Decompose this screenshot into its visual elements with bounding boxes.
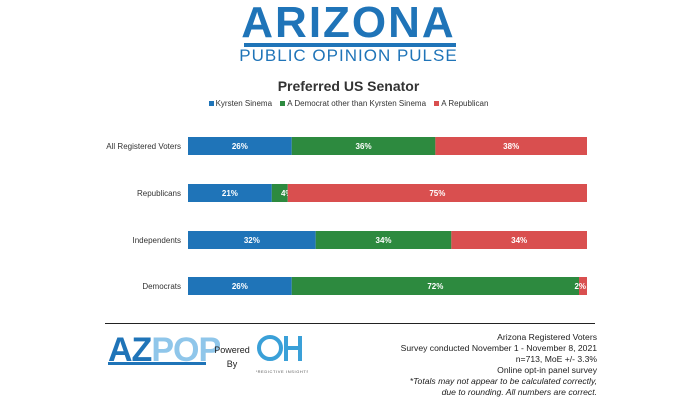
survey-line-2: Survey conducted November 1 - November 8… [401,343,597,354]
powered-line-2: By [208,357,256,371]
data-label: 34% [376,236,392,245]
survey-line-3: n=713, MoE +/- 3.3% [401,354,597,365]
oh-logo-caption: PREDICTIVE INSIGHTS [256,369,308,374]
survey-line-4: Online opt-in panel survey [401,365,597,376]
survey-line-1: Arizona Registered Voters [401,332,597,343]
footer-divider [105,323,595,324]
survey-details: Arizona Registered Voters Survey conduct… [401,332,597,398]
category-label: All Registered Voters [106,142,181,151]
data-label: 21% [222,189,238,198]
data-label: 32% [244,236,260,245]
data-label: 38% [503,142,519,151]
data-label: 72% [427,282,443,291]
data-label: 34% [511,236,527,245]
category-label: Independents [133,236,182,245]
oh-predictive-insights-logo: PREDICTIVE INSIGHTS [256,331,308,379]
rounding-note-1: *Totals may not appear to be calculated … [401,376,597,387]
powered-line-1: Powered [208,343,256,357]
powered-by-text: Powered By [208,343,256,371]
data-label: 26% [232,282,248,291]
data-label: 75% [429,189,445,198]
stacked-bar-chart: All Registered Voters 26% 36% 38% Republican… [0,0,697,320]
azpop-logo-bar [108,362,206,365]
category-label: Democrats [142,282,181,291]
category-label: Republicans [137,189,181,198]
data-label: 2% [574,282,586,291]
data-label: 36% [356,142,372,151]
rounding-note-2: due to rounding. All numbers are correct… [401,387,597,398]
data-label: 26% [232,142,248,151]
